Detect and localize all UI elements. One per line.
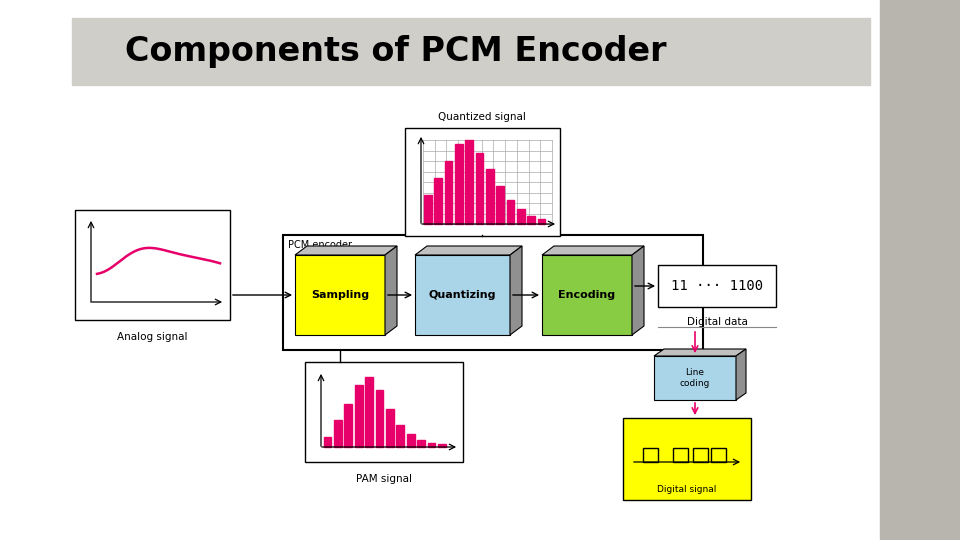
Bar — [507, 200, 515, 224]
Polygon shape — [654, 349, 746, 356]
Bar — [427, 443, 435, 447]
Bar — [466, 140, 473, 224]
Bar — [444, 161, 452, 224]
Polygon shape — [385, 246, 397, 335]
Text: 11 ··· 1100: 11 ··· 1100 — [671, 279, 763, 293]
Bar — [538, 219, 545, 224]
Bar — [345, 403, 352, 447]
Text: PAM signal: PAM signal — [356, 474, 412, 484]
Text: Line
coding: Line coding — [680, 368, 710, 388]
Bar — [658, 265, 776, 307]
Bar — [654, 356, 736, 400]
Bar — [324, 436, 331, 447]
Bar — [434, 178, 443, 224]
Bar — [527, 215, 535, 224]
Polygon shape — [632, 246, 644, 335]
Bar — [295, 255, 385, 335]
Bar — [283, 235, 703, 350]
Bar — [711, 448, 726, 462]
Bar — [542, 255, 632, 335]
Bar — [438, 444, 445, 447]
Bar — [375, 389, 383, 447]
Bar — [396, 424, 404, 447]
Polygon shape — [542, 246, 644, 255]
Bar — [334, 421, 342, 447]
Bar — [623, 418, 751, 500]
Bar — [516, 209, 525, 224]
Bar — [415, 255, 510, 335]
Text: Quantizing: Quantizing — [428, 290, 495, 300]
Bar — [673, 448, 688, 462]
Bar — [643, 448, 658, 462]
Bar — [496, 186, 504, 224]
Text: Digital signal: Digital signal — [658, 485, 717, 495]
Bar — [475, 153, 484, 224]
Bar — [354, 386, 363, 447]
Text: Sampling: Sampling — [311, 290, 369, 300]
Bar — [880, 0, 960, 540]
Text: Analog signal: Analog signal — [117, 332, 187, 342]
Bar — [455, 144, 463, 224]
Bar — [72, 18, 870, 85]
Polygon shape — [415, 246, 522, 255]
Bar — [486, 170, 493, 224]
Polygon shape — [510, 246, 522, 335]
Bar — [405, 128, 560, 236]
Bar — [424, 194, 432, 224]
Text: PCM encoder: PCM encoder — [288, 240, 352, 250]
Bar — [386, 408, 394, 447]
Bar — [305, 362, 463, 462]
Text: Digital data: Digital data — [686, 317, 748, 327]
Text: Components of PCM Encoder: Components of PCM Encoder — [125, 36, 666, 69]
Bar — [75, 210, 230, 320]
Bar — [407, 434, 415, 447]
Text: Encoding: Encoding — [559, 290, 615, 300]
Bar — [693, 448, 708, 462]
Polygon shape — [736, 349, 746, 400]
Polygon shape — [295, 246, 397, 255]
Bar — [365, 377, 372, 447]
Bar — [417, 440, 425, 447]
Text: Quantized signal: Quantized signal — [438, 112, 526, 122]
